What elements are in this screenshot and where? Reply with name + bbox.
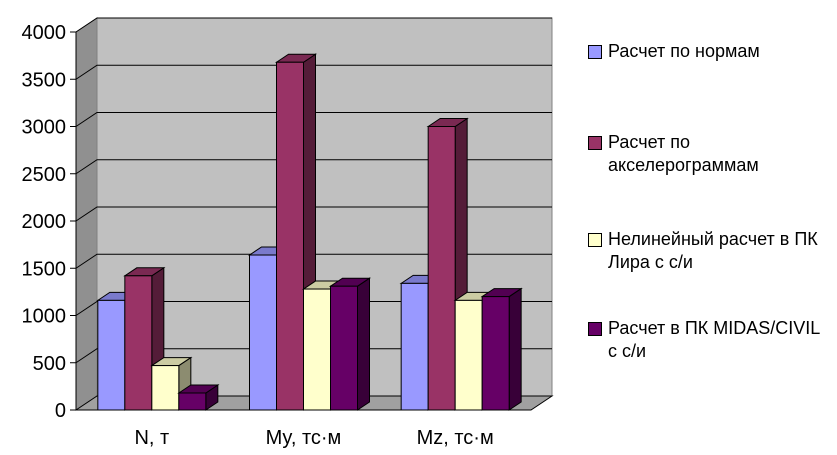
y-tick-label: 500 bbox=[33, 353, 66, 375]
y-tick-label: 0 bbox=[55, 400, 66, 422]
y-tick-label: 4000 bbox=[22, 22, 67, 44]
y-tick-label: 1500 bbox=[22, 258, 67, 280]
gridline bbox=[75, 64, 552, 80]
legend-swatch-2 bbox=[588, 136, 602, 150]
y-tick-label: 3000 bbox=[22, 117, 67, 139]
bar bbox=[454, 299, 483, 411]
legend-item-1: Расчет по нормам bbox=[588, 40, 837, 63]
legend-label-3: Нелинейный расчет в ПК Лира с с/и bbox=[608, 229, 818, 272]
gridline bbox=[75, 17, 552, 33]
bar bbox=[427, 126, 456, 411]
bar bbox=[124, 275, 153, 411]
bar bbox=[178, 392, 207, 411]
bar-side bbox=[357, 277, 370, 411]
legend-swatch-4 bbox=[588, 322, 602, 336]
bar bbox=[97, 299, 126, 411]
legend-swatch-3 bbox=[588, 233, 602, 247]
legend-label-1: Расчет по нормам bbox=[608, 41, 760, 61]
gridline bbox=[75, 253, 552, 269]
y-tick-label: 2500 bbox=[22, 164, 67, 186]
x-tick-label: N, т bbox=[134, 427, 169, 449]
legend-label-2: Расчет по акселерограммам bbox=[608, 132, 759, 175]
bar-side bbox=[508, 287, 522, 411]
y-tick-label: 2000 bbox=[22, 211, 67, 233]
bar bbox=[481, 296, 510, 411]
x-tick-label: My, тс·м bbox=[266, 427, 342, 449]
gridline bbox=[75, 112, 552, 127]
y-tick-label: 3500 bbox=[22, 69, 67, 91]
bar bbox=[330, 285, 358, 411]
bar bbox=[249, 254, 277, 411]
legend-item-4: Расчет в ПК MIDAS/CIVIL с с/и bbox=[588, 317, 833, 363]
y-tick-label: 1000 bbox=[22, 306, 67, 328]
chart-legend: Расчет по нормам Расчет по акселерограмм… bbox=[588, 0, 833, 450]
gridline bbox=[75, 301, 552, 316]
gridline bbox=[75, 206, 552, 222]
x-tick-label: Mz, тс·м bbox=[417, 427, 494, 449]
legend-label-4: Расчет в ПК MIDAS/CIVIL с с/и bbox=[608, 318, 820, 361]
gridline bbox=[75, 159, 552, 175]
legend-item-3: Нелинейный расчет в ПК Лира с с/и bbox=[588, 228, 828, 274]
bar bbox=[400, 282, 429, 411]
bar bbox=[303, 288, 331, 411]
bar bbox=[151, 365, 180, 411]
bar bbox=[276, 61, 304, 411]
gridline bbox=[75, 348, 552, 364]
legend-item-2: Расчет по акселерограммам bbox=[588, 131, 808, 177]
legend-swatch-1 bbox=[588, 45, 602, 59]
